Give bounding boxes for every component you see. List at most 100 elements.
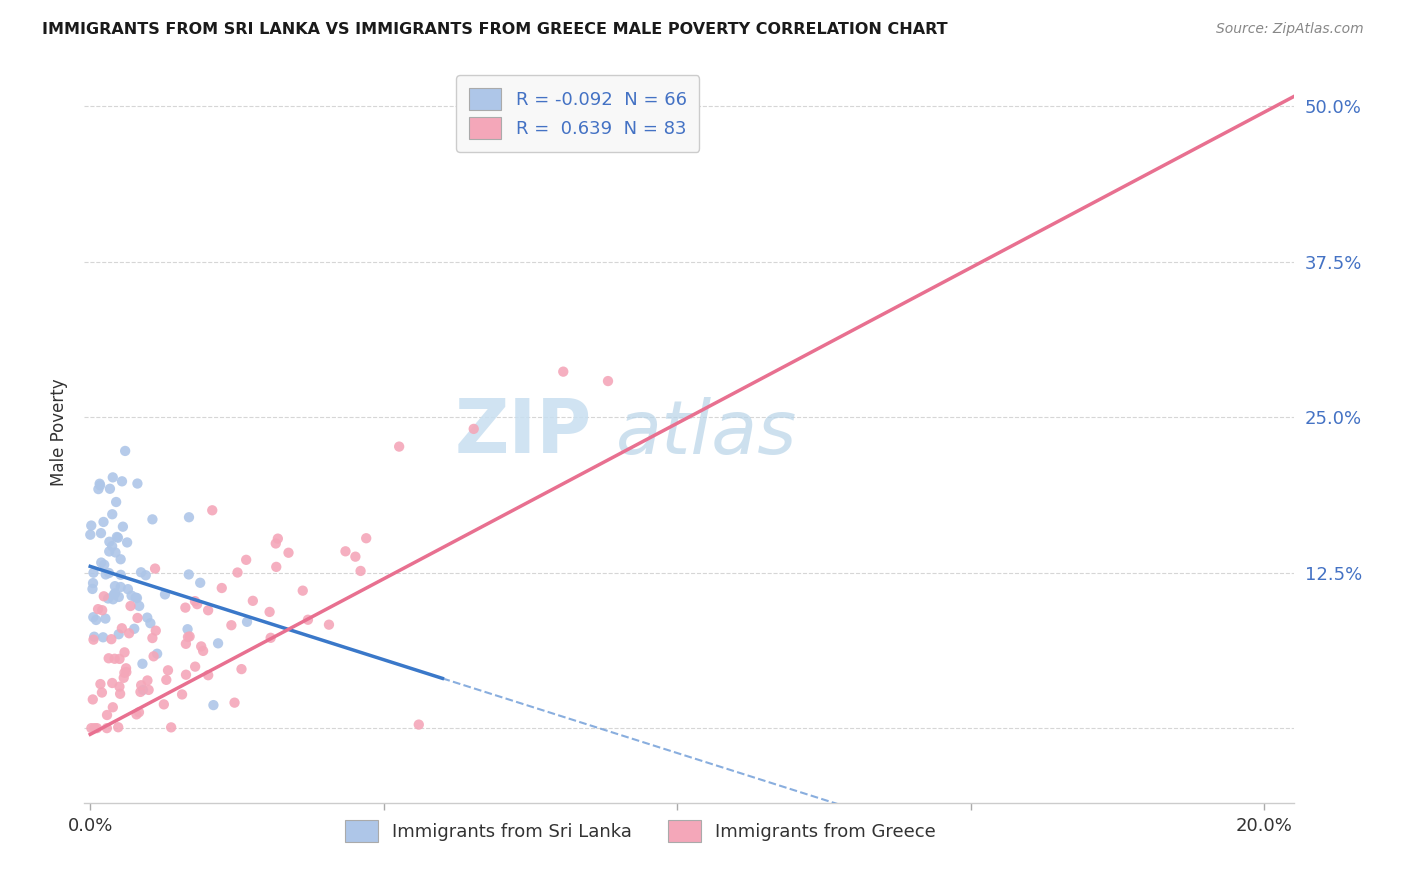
Point — [117, 582, 139, 597]
Point — [98, 534, 121, 549]
Point — [94, 611, 117, 625]
Point — [98, 544, 121, 558]
Point — [174, 600, 197, 615]
Point — [124, 591, 146, 605]
Point — [104, 579, 127, 593]
Point — [135, 568, 157, 582]
Point — [128, 706, 150, 720]
Point — [139, 616, 162, 631]
Point — [207, 636, 229, 650]
Point — [82, 610, 104, 624]
Point — [104, 652, 127, 666]
Text: ZIP: ZIP — [456, 396, 592, 469]
Point — [82, 632, 104, 647]
Point — [160, 720, 183, 734]
Legend: Immigrants from Sri Lanka, Immigrants from Greece: Immigrants from Sri Lanka, Immigrants fr… — [337, 813, 943, 849]
Point — [82, 566, 104, 580]
Point — [197, 668, 219, 682]
Point — [129, 685, 152, 699]
Point — [83, 630, 105, 644]
Point — [297, 613, 319, 627]
Point — [107, 590, 129, 604]
Point — [103, 588, 125, 602]
Point — [111, 621, 134, 635]
Point — [121, 589, 143, 603]
Point — [93, 589, 115, 603]
Point — [101, 700, 124, 714]
Point — [107, 531, 129, 545]
Point — [186, 597, 208, 611]
Point — [105, 530, 128, 544]
Point — [89, 476, 111, 491]
Point — [101, 508, 124, 522]
Point — [122, 622, 145, 636]
Point — [267, 532, 290, 546]
Point — [100, 632, 122, 647]
Point — [110, 580, 132, 594]
Point — [142, 649, 165, 664]
Point — [202, 698, 225, 712]
Point — [112, 665, 135, 680]
Point — [118, 626, 141, 640]
Point — [155, 673, 177, 687]
Point — [93, 515, 115, 529]
Point — [596, 374, 619, 388]
Point — [291, 583, 314, 598]
Point — [107, 627, 129, 641]
Point — [90, 685, 112, 699]
Text: Source: ZipAtlas.com: Source: ZipAtlas.com — [1216, 22, 1364, 37]
Point — [146, 647, 169, 661]
Point — [156, 663, 179, 677]
Point — [201, 503, 224, 517]
Point — [91, 603, 114, 617]
Point — [82, 582, 104, 596]
Point — [86, 721, 108, 735]
Point — [184, 659, 207, 673]
Point — [131, 657, 153, 671]
Point — [145, 624, 167, 638]
Point — [141, 631, 163, 645]
Point — [127, 476, 149, 491]
Point — [260, 631, 283, 645]
Point — [211, 581, 233, 595]
Point — [224, 696, 246, 710]
Point — [132, 682, 155, 697]
Point — [83, 721, 105, 735]
Point — [197, 603, 219, 617]
Point — [136, 673, 159, 688]
Point — [89, 677, 111, 691]
Text: IMMIGRANTS FROM SRI LANKA VS IMMIGRANTS FROM GREECE MALE POVERTY CORRELATION CHA: IMMIGRANTS FROM SRI LANKA VS IMMIGRANTS … — [42, 22, 948, 37]
Point — [176, 622, 198, 636]
Point — [112, 671, 135, 685]
Point — [94, 567, 117, 582]
Point — [97, 591, 120, 606]
Point — [87, 602, 110, 616]
Point — [110, 567, 132, 582]
Point — [354, 531, 377, 545]
Point — [104, 586, 127, 600]
Y-axis label: Male Poverty: Male Poverty — [51, 379, 69, 486]
Point — [101, 539, 124, 553]
Point — [120, 599, 142, 613]
Point — [231, 662, 253, 676]
Point — [115, 665, 138, 679]
Point — [82, 692, 104, 706]
Point — [235, 553, 257, 567]
Point — [80, 518, 103, 533]
Point — [90, 526, 112, 541]
Point — [136, 610, 159, 624]
Point — [114, 645, 136, 659]
Point — [111, 475, 134, 489]
Text: atlas: atlas — [616, 397, 797, 468]
Point — [143, 561, 166, 575]
Point — [98, 482, 121, 496]
Point — [104, 545, 127, 559]
Point — [264, 536, 287, 550]
Point — [82, 576, 104, 591]
Point — [170, 688, 193, 702]
Point — [80, 721, 103, 735]
Point — [96, 721, 118, 735]
Point — [349, 564, 371, 578]
Point — [101, 592, 124, 607]
Point — [93, 558, 115, 572]
